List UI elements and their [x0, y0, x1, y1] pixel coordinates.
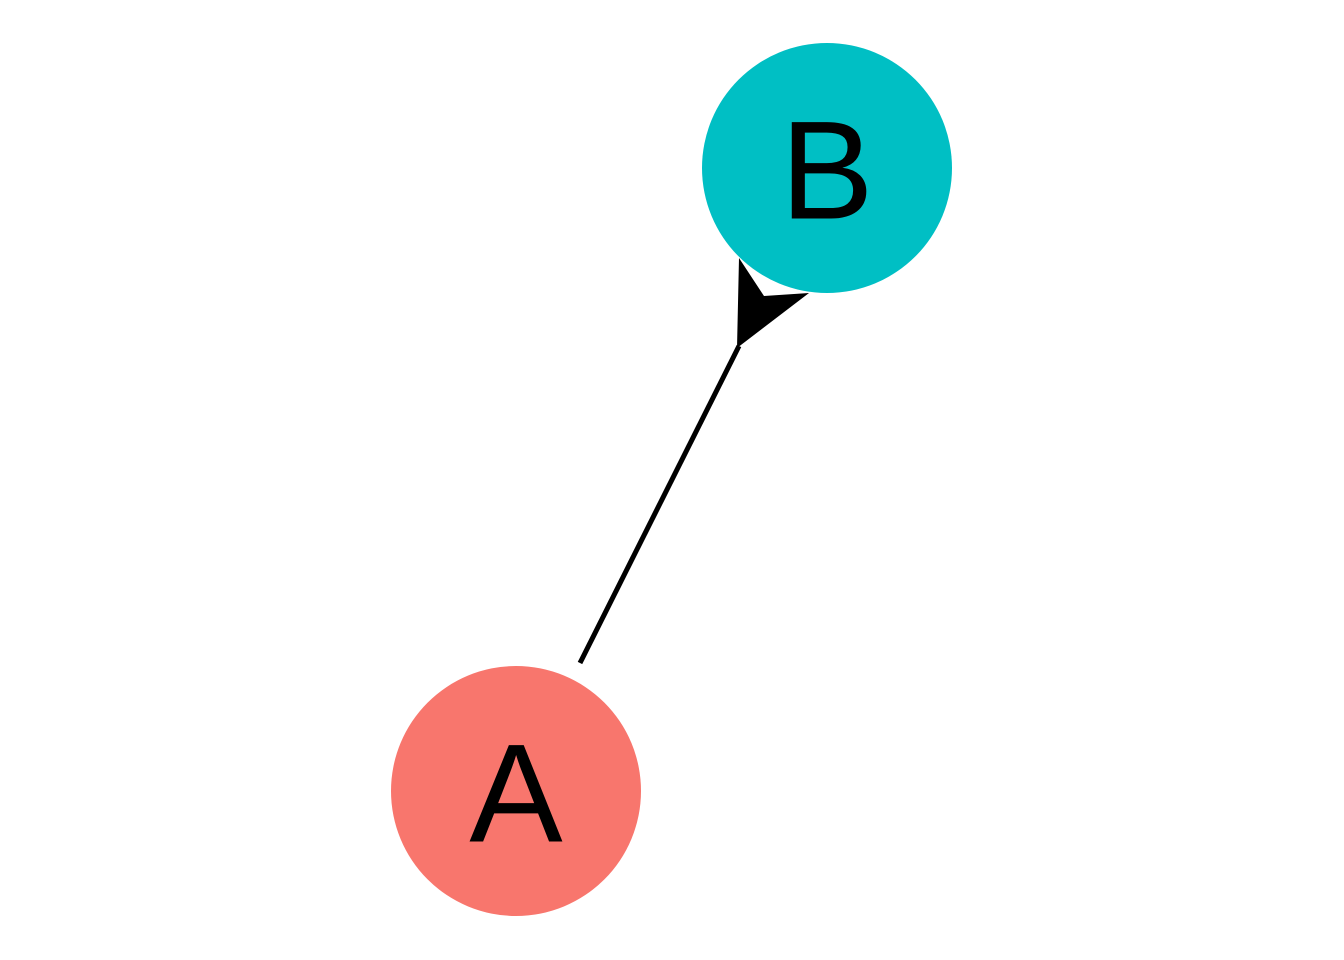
- edge-a-to-b: [580, 258, 809, 663]
- node-a[interactable]: A: [391, 666, 641, 916]
- node-a-label: A: [469, 715, 563, 872]
- node-b-label: B: [780, 92, 873, 249]
- node-b[interactable]: B: [702, 43, 952, 293]
- edge-line: [580, 346, 739, 663]
